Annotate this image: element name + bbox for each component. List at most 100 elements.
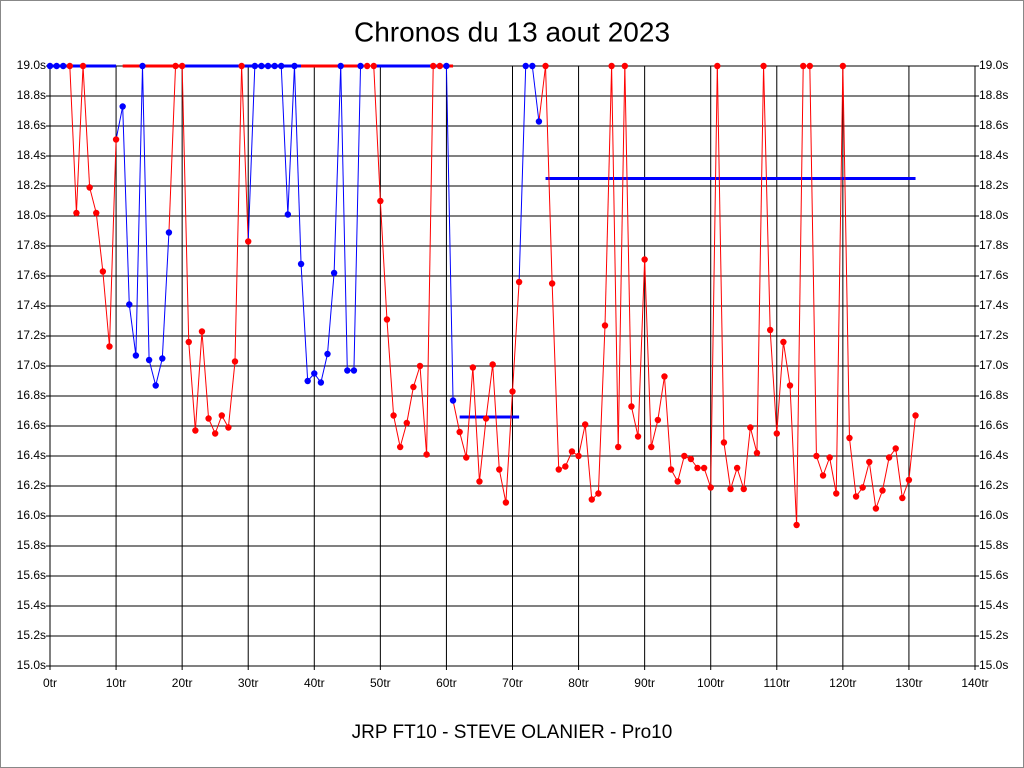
line-segment [829, 457, 837, 494]
data-point [833, 490, 840, 497]
data-point [707, 484, 714, 491]
y-tick-label: 17.2s [17, 328, 46, 342]
line-segment [485, 364, 494, 419]
line-segment [426, 65, 434, 455]
line-segment [445, 65, 454, 401]
data-point [119, 103, 126, 110]
data-point [403, 419, 410, 427]
data-point [760, 62, 767, 70]
data-point [846, 434, 853, 442]
line-segment [749, 427, 758, 454]
data-point [608, 62, 615, 70]
line-segment [459, 431, 467, 458]
data-point [720, 439, 728, 446]
line-segment [584, 424, 593, 500]
data-point [443, 62, 450, 70]
x-tick-label: 10tr [106, 676, 127, 690]
y2-tick-label: 17.4s [979, 298, 1008, 312]
y2-tick-label: 16.4s [979, 448, 1008, 462]
y-tick-label: 18.0s [17, 208, 46, 222]
x-tick-label: 0tr [43, 676, 57, 690]
y2-tick-label: 17.0s [979, 358, 1008, 372]
y-tick-label: 15.8s [17, 538, 46, 552]
data-point [211, 430, 219, 437]
line-segment [617, 65, 626, 448]
y-tick-label: 18.2s [17, 178, 46, 192]
data-point [628, 403, 635, 410]
line-segment [95, 212, 104, 272]
line-segment [769, 329, 778, 434]
line-segment [789, 385, 798, 526]
line-segment [280, 65, 289, 215]
data-point [694, 464, 701, 472]
data-point [337, 62, 344, 70]
y-tick-label: 18.4s [17, 148, 46, 162]
data-point [806, 62, 814, 70]
line-segment [723, 442, 732, 490]
y-tick-label: 16.4s [17, 448, 46, 462]
y-tick-label: 16.2s [17, 478, 46, 492]
data-point [872, 505, 880, 512]
data-point [489, 361, 496, 368]
data-point [225, 424, 232, 431]
y-tick-label: 15.4s [17, 598, 46, 612]
line-segment [412, 365, 421, 388]
line-segment [908, 415, 917, 481]
data-point [674, 478, 681, 485]
y2-tick-label: 17.2s [979, 328, 1008, 342]
line-segment [763, 65, 771, 331]
y-tick-label: 17.8s [17, 238, 46, 252]
line-segment [148, 359, 157, 386]
data-point [581, 421, 589, 428]
y2-tick-label: 18.4s [979, 148, 1008, 162]
line-segment [551, 283, 560, 470]
y2-tick-label: 16.8s [979, 388, 1008, 402]
y2-tick-label: 18.6s [979, 118, 1008, 132]
y2-tick-label: 15.2s [979, 628, 1008, 642]
data-point [73, 209, 80, 217]
line-segment [293, 65, 302, 265]
x-tick-label: 90tr [634, 676, 655, 690]
data-point [297, 260, 305, 268]
line-segment [492, 364, 500, 470]
line-segment [624, 65, 632, 407]
data-point [839, 62, 847, 70]
data-point [66, 62, 74, 70]
x-tick-label: 100tr [697, 676, 724, 690]
x-tick-label: 70tr [502, 676, 523, 690]
data-point [93, 209, 100, 217]
line-segment [650, 419, 659, 448]
line-segment [736, 467, 745, 490]
data-point [496, 466, 503, 473]
x-tick-label: 80tr [568, 676, 589, 690]
line-segment [730, 467, 738, 490]
line-segment [743, 427, 751, 490]
data-point [86, 184, 93, 191]
data-point [542, 62, 549, 70]
data-point [53, 62, 60, 70]
line-segment [644, 259, 652, 448]
line-segment [842, 65, 850, 439]
data-point [800, 62, 807, 70]
line-segment [247, 65, 256, 242]
line-segment [399, 422, 408, 448]
line-segment [102, 271, 110, 347]
data-point [192, 427, 199, 434]
line-segment [657, 376, 665, 421]
data-point [562, 463, 569, 470]
data-point [79, 62, 87, 70]
data-point [509, 388, 516, 395]
data-point [423, 451, 430, 458]
data-point [383, 316, 391, 323]
data-point [60, 62, 67, 70]
y2-tick-label: 17.8s [979, 238, 1008, 252]
line-segment [498, 469, 507, 503]
data-point [132, 352, 140, 359]
data-point [238, 62, 245, 70]
data-point [482, 415, 490, 422]
line-segment [895, 448, 903, 499]
line-segment [181, 65, 190, 343]
y-tick-label: 17.0s [17, 358, 46, 372]
data-point [859, 484, 866, 491]
line-segment [188, 341, 196, 431]
